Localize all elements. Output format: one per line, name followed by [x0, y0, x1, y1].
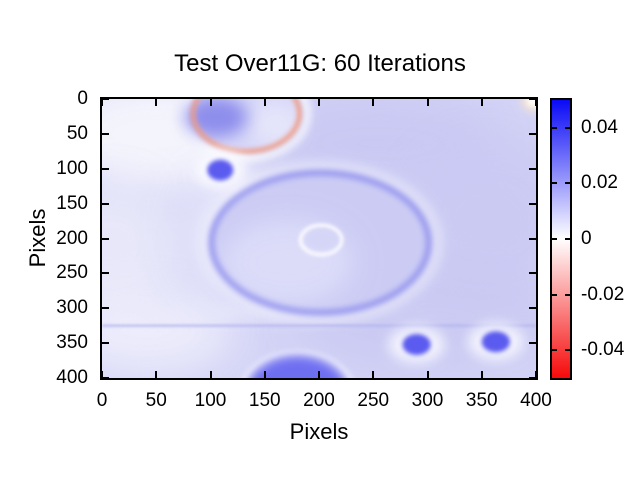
heatmap-feature [305, 228, 337, 251]
y-axis-tick [102, 237, 109, 240]
x-axis-tick [263, 371, 266, 378]
y-axis-tick [102, 98, 109, 100]
x-tick-label: 100 [194, 390, 227, 411]
x-tick-label: 300 [411, 390, 444, 411]
y-tick-label: 250 [56, 262, 88, 284]
colorbar-tick [552, 293, 557, 296]
x-axis-tick [372, 371, 375, 378]
heatmap-feature [242, 350, 352, 378]
x-axis-tick [535, 371, 537, 378]
y-axis-tick-right [529, 237, 536, 240]
colorbar-tick [552, 126, 557, 129]
x-tick-label: 250 [357, 390, 390, 411]
x-axis-tick [101, 371, 103, 378]
colorbar-tick-right [565, 182, 570, 185]
y-tick-label: 50 [66, 122, 88, 144]
heatmap-feature [190, 99, 302, 154]
colorbar-tick-right [565, 126, 570, 129]
x-axis-tick-top [426, 99, 429, 106]
x-axis-tick-top [372, 99, 375, 106]
x-tick-label: 400 [520, 390, 552, 411]
x-axis-tick-top [155, 99, 158, 106]
heatmap-image [102, 99, 536, 378]
x-axis-tick-top [263, 99, 266, 106]
x-axis-tick [480, 371, 483, 378]
y-axis-tick-right [529, 98, 536, 100]
y-tick-label: 150 [56, 192, 88, 214]
colorbar [550, 98, 572, 380]
x-axis-tick [209, 371, 212, 378]
heatmap-feature [102, 177, 183, 317]
colorbar-tick-label: -0.02 [581, 283, 625, 305]
heatmap-feature [251, 356, 344, 378]
colorbar-tick [552, 182, 557, 185]
x-axis-label: Pixels [289, 419, 349, 444]
y-axis-tick-right [529, 342, 536, 345]
y-axis-tick-right [529, 272, 536, 275]
y-axis-tick [102, 132, 109, 135]
x-axis-tick-top [480, 99, 483, 106]
y-tick-label: 350 [56, 332, 88, 354]
heatmap-feature [208, 170, 432, 316]
y-axis-tick-right [529, 307, 536, 310]
colorbar-tick-label: -0.04 [581, 339, 625, 361]
colorbar-tick-right [565, 293, 570, 296]
heatmap-feature [527, 99, 536, 107]
heatmap-feature [184, 99, 248, 138]
y-tick-label: 100 [56, 157, 88, 179]
y-tick-label: 0 [77, 88, 88, 109]
colorbar-tick-right [565, 349, 570, 352]
heatmap-feature [198, 162, 442, 323]
y-axis-tick [102, 342, 109, 345]
y-axis-tick-right [529, 132, 536, 135]
x-axis-tick-top [318, 99, 320, 106]
plot-area [100, 97, 538, 380]
colorbar-tick [552, 238, 557, 240]
y-axis-tick [102, 167, 109, 170]
colorbar-tick-label: 0.02 [581, 172, 618, 194]
x-axis-tick [155, 371, 158, 378]
y-tick-label: 200 [56, 227, 88, 249]
heatmap-feature [481, 331, 510, 353]
chart-title: Test Over11G: 60 Iterations [174, 50, 466, 77]
x-tick-label: 50 [145, 390, 167, 411]
heatmap-feature [207, 159, 234, 181]
colorbar-tick-label: 0.04 [581, 116, 618, 138]
x-axis-tick [426, 371, 429, 378]
x-axis-tick-top [535, 99, 537, 106]
x-tick-label: 150 [248, 390, 281, 411]
y-axis-tick [102, 202, 109, 205]
y-tick-label: 400 [56, 367, 88, 388]
y-tick-label: 300 [56, 297, 88, 319]
colorbar-tick-label: 0 [581, 228, 592, 249]
heatmap-feature [402, 334, 431, 355]
x-axis-tick-top [101, 99, 103, 106]
y-axis-tick-right [529, 202, 536, 205]
y-axis-tick [102, 377, 109, 379]
heatmap-feature [249, 101, 302, 147]
heatmap-feature [298, 223, 344, 257]
x-axis-tick [318, 371, 320, 378]
colorbar-tick [552, 349, 557, 352]
colorbar-tick-right [565, 238, 570, 240]
y-axis-tick-right [529, 167, 536, 170]
x-tick-label: 350 [465, 390, 498, 411]
y-axis-tick [102, 307, 109, 310]
x-tick-label: 0 [96, 390, 108, 411]
y-axis-tick-right [529, 377, 536, 379]
x-tick-label: 200 [303, 390, 335, 411]
x-axis-tick-top [209, 99, 212, 106]
y-axis-tick [102, 272, 109, 275]
